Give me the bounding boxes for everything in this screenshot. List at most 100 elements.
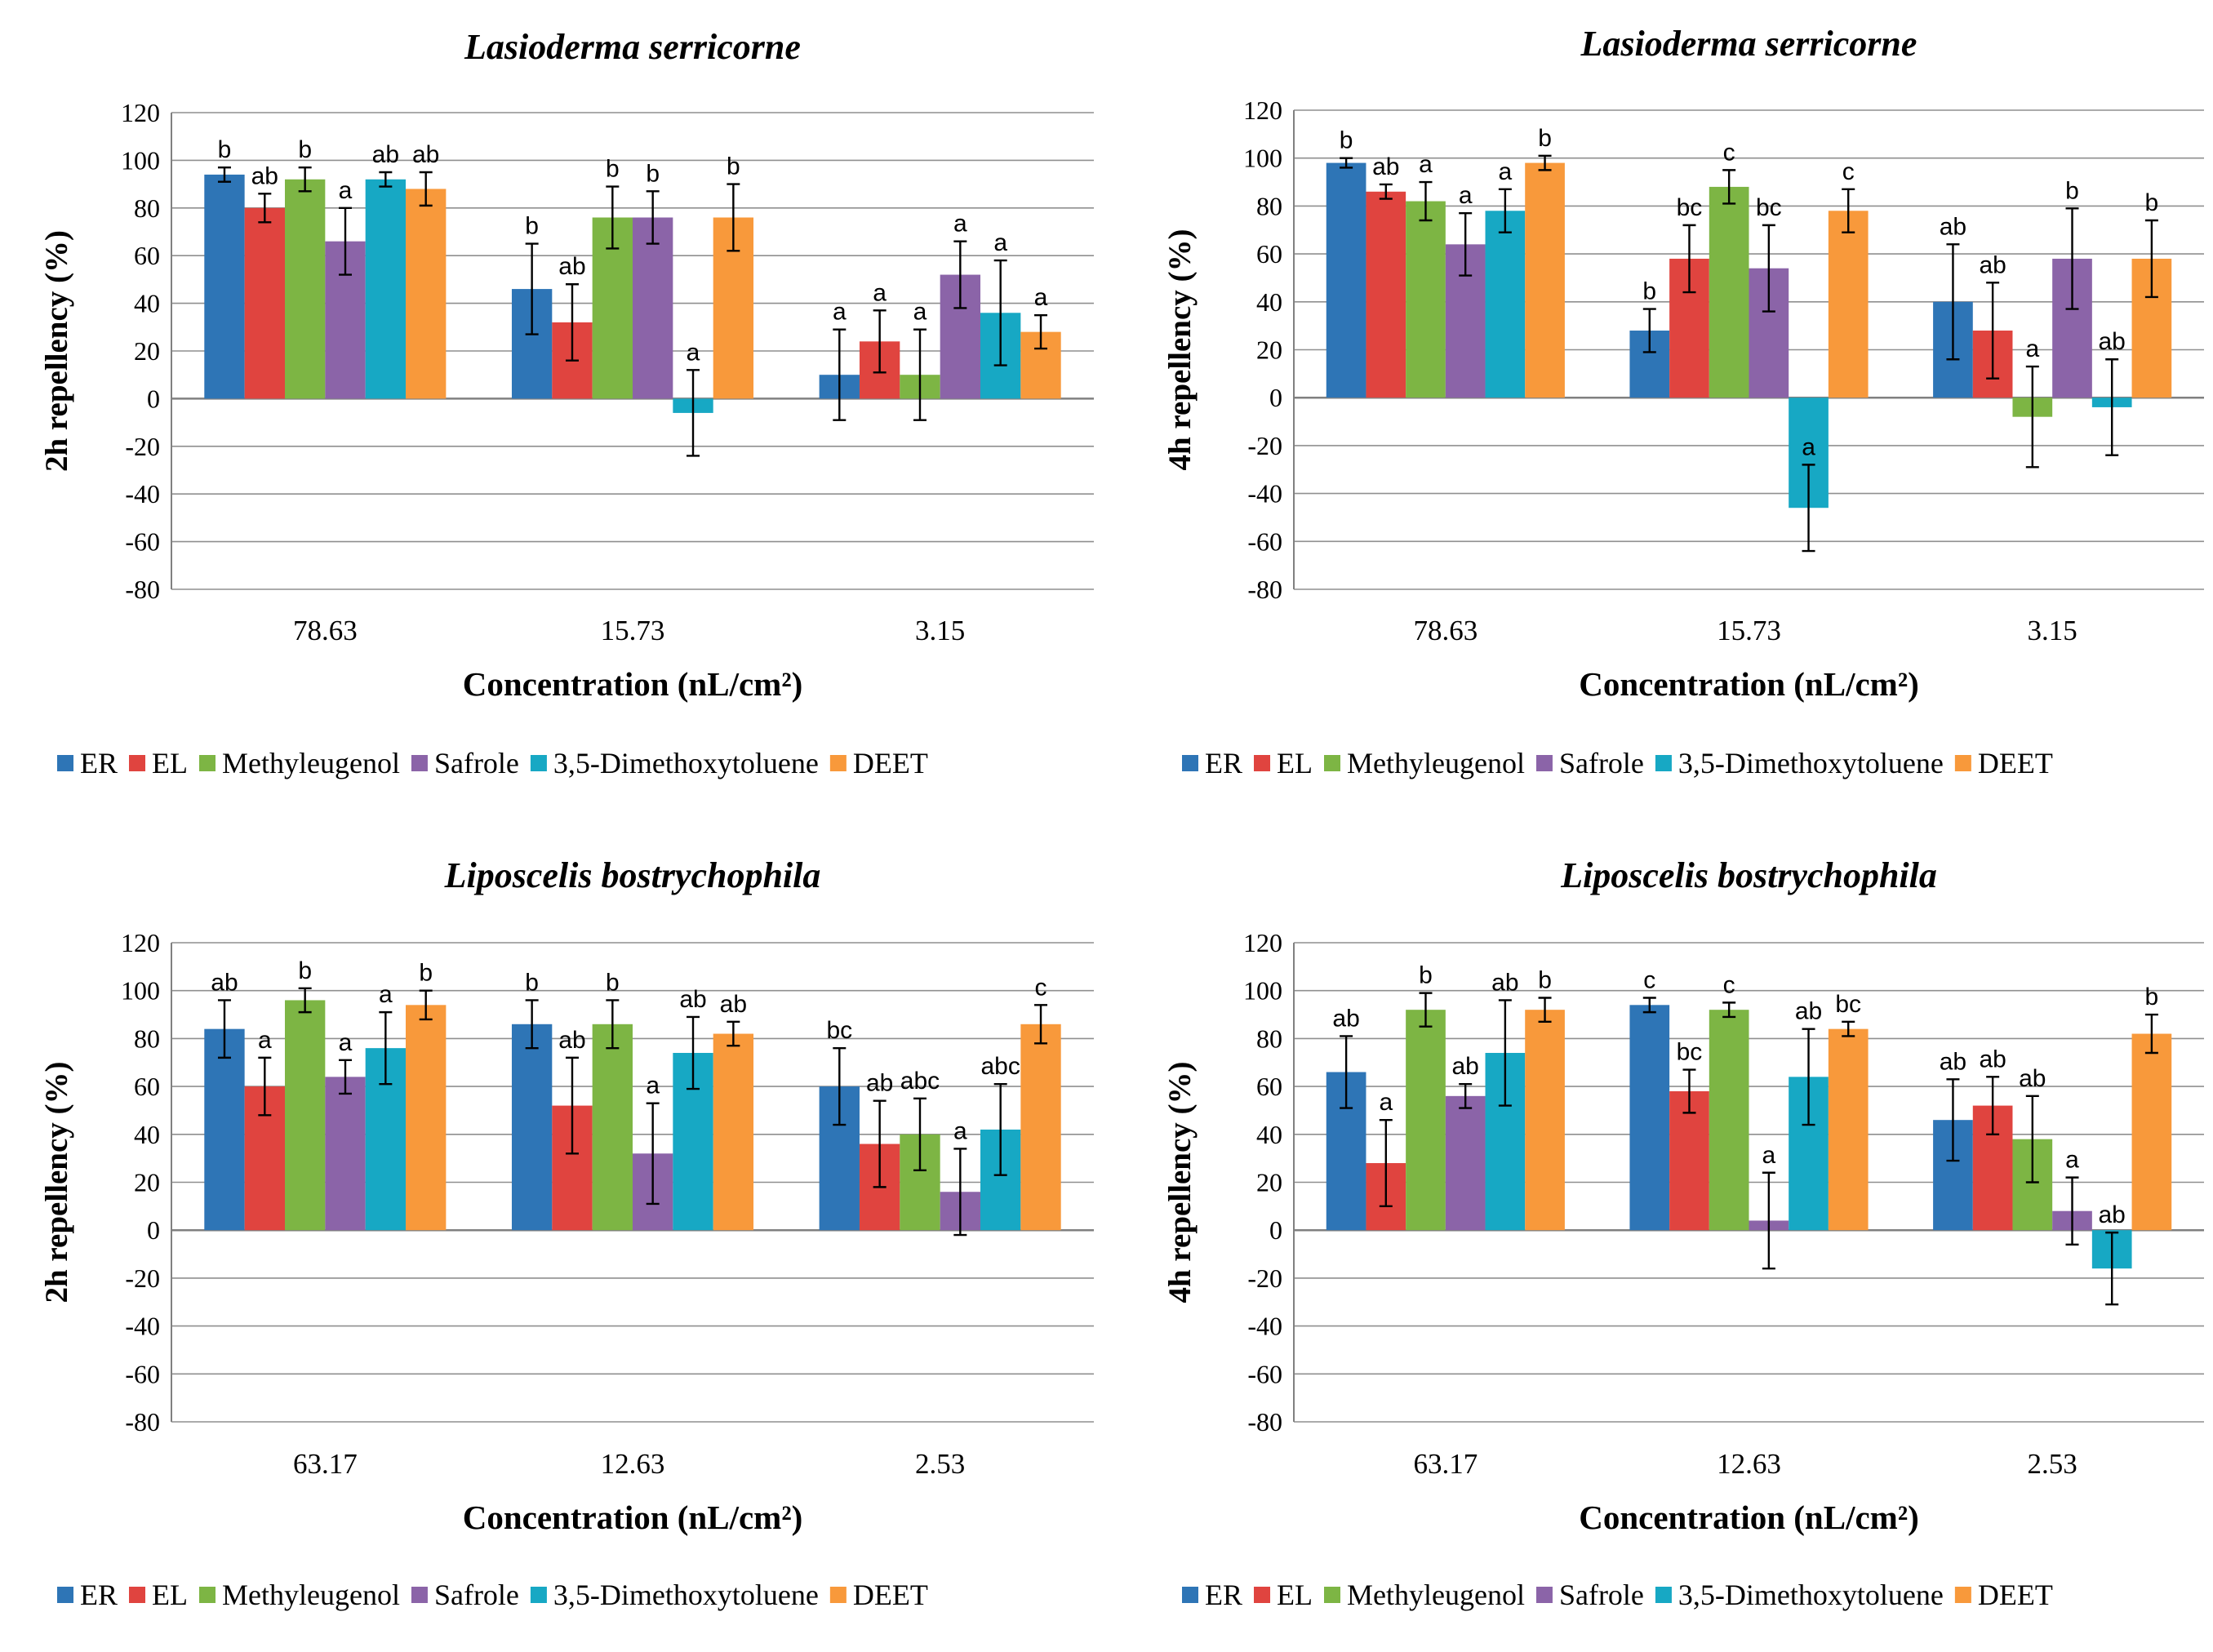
significance-label: c bbox=[1842, 158, 1855, 185]
error-bar bbox=[727, 183, 740, 252]
error-bar bbox=[298, 166, 312, 193]
significance-label: c bbox=[1643, 967, 1655, 994]
error-bar bbox=[913, 328, 927, 421]
significance-label: ab bbox=[679, 986, 706, 1013]
y-tick-label: 0 bbox=[147, 1215, 160, 1245]
significance-label: ab bbox=[1332, 1005, 1359, 1032]
significance-label: a bbox=[258, 1027, 272, 1054]
error-bar bbox=[379, 171, 393, 188]
significance-label: c bbox=[1723, 139, 1735, 166]
y-tick-label: 20 bbox=[134, 1168, 160, 1197]
significance-label: ab bbox=[1451, 1053, 1478, 1080]
y-tick-label: 0 bbox=[1269, 1215, 1282, 1245]
y-axis-label: 2h repellency (%) bbox=[39, 230, 74, 472]
significance-label: a bbox=[2025, 335, 2039, 362]
y-tick-label: 80 bbox=[1256, 191, 1282, 220]
significance-label: a bbox=[873, 279, 887, 306]
significance-label: b bbox=[298, 957, 312, 984]
error-bar bbox=[1722, 169, 1736, 205]
error-bar bbox=[1498, 999, 1512, 1107]
bar-methyleugenol-12.63 bbox=[592, 1024, 633, 1231]
error-bar bbox=[1379, 183, 1393, 200]
y-tick-label: -80 bbox=[125, 1407, 160, 1437]
significance-label: b bbox=[606, 156, 620, 183]
legend-swatch bbox=[829, 755, 847, 771]
x-category-label: 2.53 bbox=[915, 1448, 965, 1480]
y-tick-label: 60 bbox=[134, 241, 160, 270]
legend-label: DEET bbox=[853, 1579, 928, 1611]
error-bar bbox=[1340, 1035, 1353, 1109]
bar-methyleugenol-78.63 bbox=[1406, 201, 1446, 398]
legend-label: EL bbox=[1277, 1579, 1313, 1611]
significance-label: a bbox=[1459, 182, 1473, 209]
error-bar bbox=[1802, 464, 1815, 553]
y-tick-label: 40 bbox=[1256, 1120, 1282, 1149]
bar-methyleugenol-63.17 bbox=[284, 1000, 326, 1231]
legend-swatch bbox=[57, 755, 73, 771]
significance-label: a bbox=[1802, 433, 1815, 460]
significance-label: ab bbox=[558, 253, 585, 280]
significance-label: a bbox=[1499, 158, 1513, 185]
error-bar bbox=[993, 1082, 1007, 1176]
bar-deet-2.53 bbox=[1020, 1024, 1061, 1231]
bar-3-5-dimethoxytoluene-78.63 bbox=[1485, 211, 1526, 398]
y-tick-label: -40 bbox=[125, 1312, 160, 1341]
error-bar bbox=[565, 1056, 579, 1155]
legend-label: Safrole bbox=[1559, 1579, 1644, 1611]
error-bar bbox=[258, 193, 272, 224]
error-bar bbox=[1498, 188, 1512, 233]
y-tick-label: 80 bbox=[134, 1024, 160, 1053]
y-tick-label: -20 bbox=[125, 432, 160, 461]
legend-label: Methyleugenol bbox=[222, 747, 400, 779]
bar-safrole-63.17 bbox=[1445, 1095, 1486, 1231]
y-axis-label: 2h repellency (%) bbox=[39, 1061, 74, 1303]
significance-label: a bbox=[833, 299, 847, 326]
x-category-label: 15.73 bbox=[601, 615, 665, 646]
significance-label: bc bbox=[1677, 194, 1703, 221]
y-tick-label: -60 bbox=[125, 527, 160, 557]
error-bar bbox=[1642, 997, 1656, 1014]
bar-er-78.63 bbox=[1326, 162, 1366, 398]
y-tick-label: -20 bbox=[125, 1263, 160, 1293]
significance-label: a bbox=[1419, 151, 1433, 178]
error-bar bbox=[1842, 188, 1855, 233]
y-tick-label: -80 bbox=[125, 575, 160, 604]
error-bar bbox=[2144, 1013, 2158, 1055]
significance-label: c bbox=[1723, 971, 1735, 998]
significance-label: bc bbox=[1677, 1039, 1703, 1066]
significance-label: ab bbox=[866, 1070, 893, 1097]
y-tick-label: -80 bbox=[1247, 1407, 1282, 1437]
error-bar bbox=[687, 1015, 700, 1090]
significance-label: b bbox=[606, 969, 620, 996]
legend-label: Methyleugenol bbox=[1347, 747, 1525, 779]
significance-label: b bbox=[419, 960, 433, 987]
legend-label: DEET bbox=[1978, 1579, 2053, 1611]
legend-label: DEET bbox=[853, 747, 928, 779]
x-axis-label: Concentration (nL/cm²) bbox=[1579, 1499, 1919, 1536]
error-bar bbox=[1722, 1001, 1736, 1019]
bar-er-12.63 bbox=[1629, 1005, 1670, 1231]
error-bar bbox=[727, 1020, 740, 1047]
error-bar bbox=[419, 989, 433, 1021]
significance-label: ab bbox=[2099, 328, 2126, 355]
significance-label: abc bbox=[900, 1068, 940, 1095]
significance-label: a bbox=[339, 177, 353, 204]
error-bar bbox=[1682, 1068, 1696, 1114]
legend-swatch bbox=[199, 755, 216, 771]
legend-swatch bbox=[530, 1587, 547, 1603]
x-category-label: 63.17 bbox=[293, 1448, 358, 1480]
y-tick-label: -60 bbox=[1247, 1359, 1282, 1388]
y-tick-label: -60 bbox=[1247, 526, 1282, 556]
error-bar bbox=[217, 999, 231, 1059]
error-bar bbox=[953, 1148, 967, 1237]
legend-label: Safrole bbox=[434, 747, 519, 779]
bar-deet-78.63 bbox=[406, 189, 447, 399]
legend-swatch bbox=[1655, 755, 1672, 771]
significance-label: a bbox=[953, 211, 967, 238]
y-tick-label: 100 bbox=[121, 145, 160, 175]
error-bar bbox=[913, 1097, 927, 1172]
error-bar bbox=[1946, 243, 1960, 361]
error-bar bbox=[2025, 365, 2039, 469]
legend-swatch bbox=[1535, 1587, 1553, 1603]
